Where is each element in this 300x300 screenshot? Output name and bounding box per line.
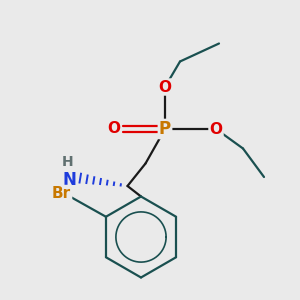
Text: O: O xyxy=(158,80,172,94)
Text: H: H xyxy=(62,155,73,169)
Text: Br: Br xyxy=(52,186,71,201)
Text: O: O xyxy=(107,121,120,136)
Text: H: H xyxy=(63,155,75,169)
Text: N: N xyxy=(62,171,76,189)
Text: O: O xyxy=(209,122,223,136)
Text: N: N xyxy=(62,171,76,189)
Text: P: P xyxy=(159,120,171,138)
